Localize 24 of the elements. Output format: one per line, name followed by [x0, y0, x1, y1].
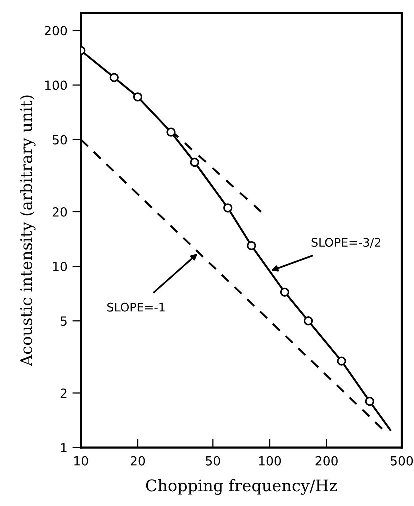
y-tick-label: 2	[60, 388, 67, 398]
annotation: SLOPE=-3/2	[312, 238, 381, 248]
x-tick-label: 100	[259, 456, 282, 466]
y-tick-label: 1	[61, 443, 67, 453]
x-tick-label: 200	[316, 456, 338, 466]
x-tick-label: 50	[206, 456, 220, 466]
point	[337, 356, 346, 366]
point	[224, 204, 233, 213]
x-tick-label: 10	[74, 456, 88, 466]
x-axis-title: Chopping frequency/Hz	[146, 479, 338, 496]
y-tick-label: 200	[45, 26, 68, 36]
point	[280, 288, 290, 297]
annotation: SLOPE=-1	[108, 302, 165, 312]
x-tick-label: 20	[130, 456, 146, 466]
y-tick-label: 50	[53, 135, 68, 145]
y-axis-title: Acoustic intensity (arbitrary unit)	[20, 96, 36, 367]
y-tick-label: 20	[52, 207, 68, 217]
point	[166, 128, 176, 137]
y-tick-label: 100	[45, 80, 68, 90]
x-tick-label: 500	[391, 456, 414, 466]
y-tick-label: 5	[60, 316, 67, 326]
point	[110, 73, 119, 82]
point	[365, 396, 374, 406]
y-tick-label: 10	[53, 262, 68, 272]
